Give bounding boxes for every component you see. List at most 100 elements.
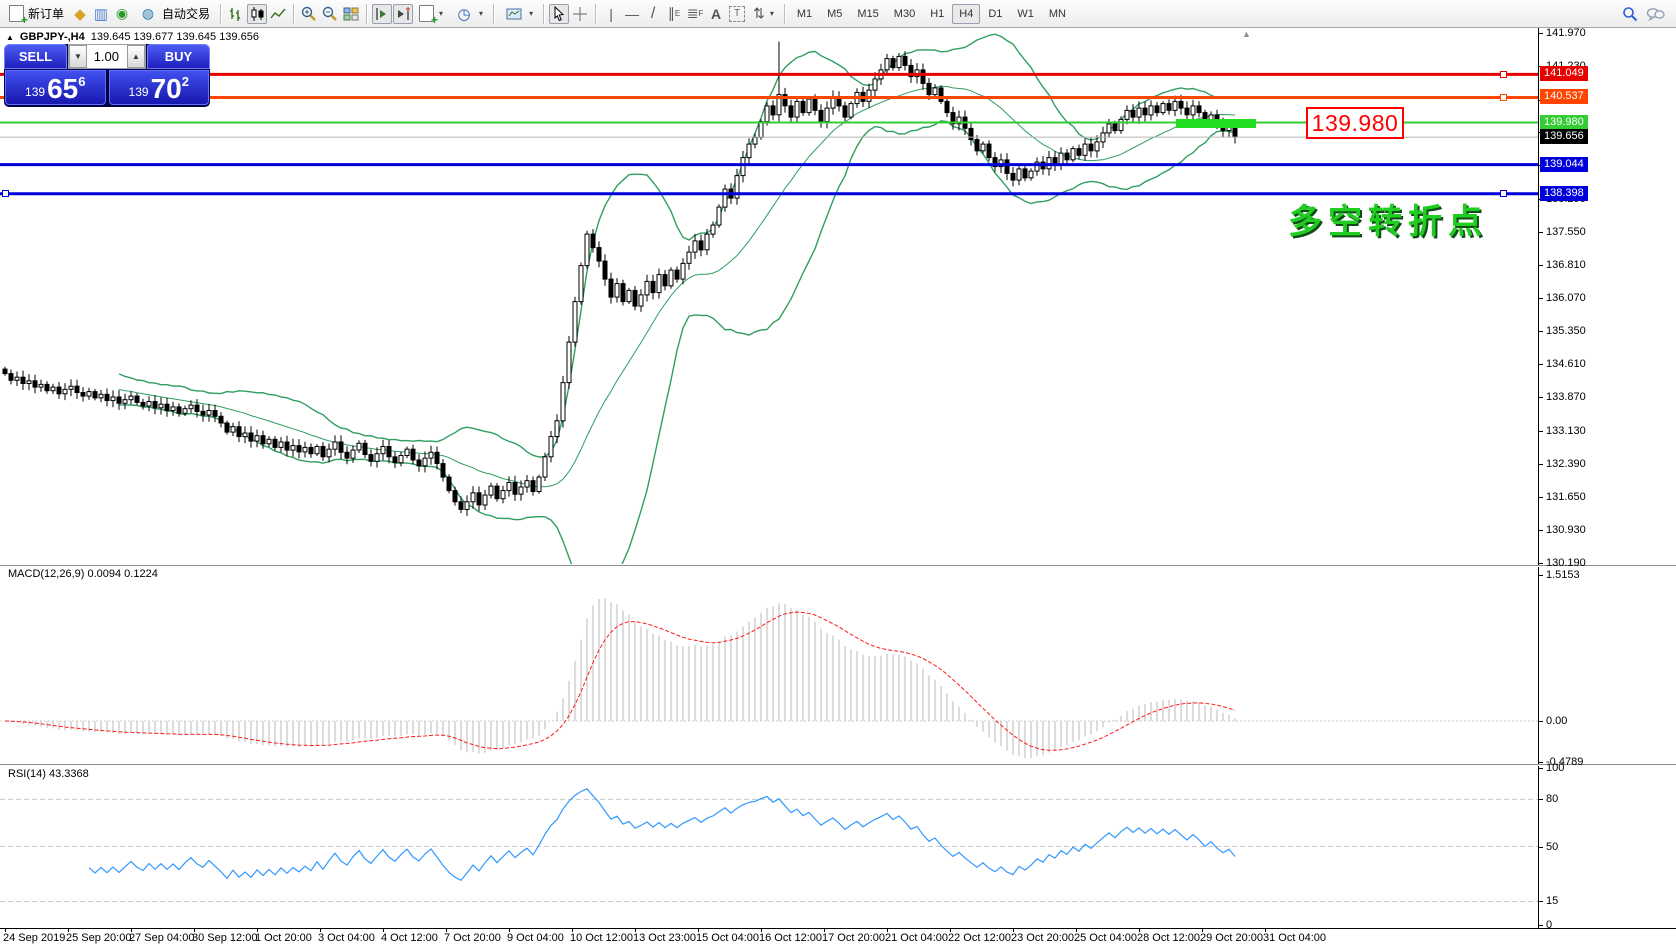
price-tick-mark bbox=[1538, 464, 1543, 465]
time-axis-label: 15 Oct 04:00 bbox=[696, 932, 759, 944]
time-tick-mark bbox=[5, 928, 6, 932]
panel-divider-macd[interactable] bbox=[0, 565, 1676, 567]
line-handle[interactable] bbox=[1500, 71, 1507, 78]
chevron-down-icon: ▾ bbox=[479, 9, 484, 18]
price-level-label[interactable]: 139.980 bbox=[1540, 115, 1588, 130]
price-level-label[interactable]: 140.537 bbox=[1540, 89, 1588, 104]
text-icon[interactable]: A bbox=[711, 5, 722, 22]
timeframe-m30[interactable]: M30 bbox=[893, 7, 916, 20]
highlight-bar[interactable] bbox=[1176, 119, 1256, 128]
zoom-out-icon[interactable] bbox=[320, 4, 340, 24]
search-icon[interactable] bbox=[1620, 4, 1640, 24]
collapse-panel-icon[interactable]: ▲ bbox=[6, 32, 14, 42]
period-button[interactable]: ◷ ▾ bbox=[449, 2, 488, 26]
time-axis-label: 16 Oct 12:00 bbox=[759, 932, 822, 944]
timeframe-h4[interactable]: H4 bbox=[952, 3, 981, 24]
price-tick-label: 133.870 bbox=[1546, 391, 1586, 403]
time-tick-mark bbox=[131, 928, 132, 932]
price-tick-mark bbox=[1538, 364, 1543, 365]
time-tick-mark bbox=[509, 928, 510, 932]
arrows-button[interactable]: ⇅ ▾ bbox=[748, 3, 779, 24]
price-tick-label: 130.190 bbox=[1546, 557, 1586, 569]
time-tick-mark bbox=[383, 928, 384, 932]
auto-trading-label: 自动交易 bbox=[162, 7, 211, 21]
tile-windows-icon[interactable] bbox=[341, 4, 361, 24]
auto-scroll-icon[interactable] bbox=[372, 3, 393, 24]
rsi-pane-label: RSI(14) 43.3368 bbox=[8, 768, 89, 780]
time-axis-label: 7 Oct 20:00 bbox=[444, 932, 501, 944]
bar-chart-icon[interactable] bbox=[226, 4, 246, 24]
time-tick-mark bbox=[1076, 928, 1077, 932]
timeframe-h1[interactable]: H1 bbox=[930, 7, 945, 20]
volume-down-button[interactable]: ▼ bbox=[69, 45, 87, 68]
timeframe-m15[interactable]: M15 bbox=[857, 7, 879, 20]
time-tick-mark bbox=[1139, 928, 1140, 932]
macd-tick-label: 1.5153 bbox=[1546, 569, 1580, 581]
timeframe-d1[interactable]: D1 bbox=[988, 7, 1003, 20]
price-level-label[interactable]: 138.398 bbox=[1540, 186, 1588, 201]
sound-icon[interactable]: ◉ bbox=[115, 5, 129, 21]
chart-shift-marker[interactable]: ▲ bbox=[1242, 29, 1251, 39]
line-handle[interactable] bbox=[1500, 94, 1507, 101]
line-chart-icon[interactable] bbox=[268, 4, 288, 24]
macd-tick-label: 0.00 bbox=[1546, 715, 1568, 727]
template-button[interactable]: ▾ bbox=[499, 2, 538, 26]
toolbar-separator bbox=[783, 3, 785, 24]
timeframe-w1[interactable]: W1 bbox=[1017, 7, 1034, 20]
auto-trading-button[interactable]: ◍ 自动交易 bbox=[133, 2, 215, 26]
macd-tick-mark bbox=[1538, 762, 1543, 763]
buy-price-button[interactable]: 139 70 2 bbox=[108, 70, 209, 105]
sell-button[interactable]: SELL bbox=[4, 44, 67, 69]
time-axis-label: 24 Sep 2019 bbox=[3, 932, 66, 944]
panel-divider-rsi[interactable] bbox=[0, 764, 1676, 766]
fibonacci-icon[interactable]: ≣ F bbox=[686, 5, 704, 21]
chart-window-icon[interactable]: ▥ bbox=[93, 5, 109, 23]
line-handle[interactable] bbox=[1500, 190, 1507, 197]
price-tick-mark bbox=[1538, 331, 1543, 332]
chat-icon[interactable] bbox=[1646, 4, 1666, 24]
toolbar-separator bbox=[595, 3, 597, 24]
cursor-icon[interactable] bbox=[549, 3, 570, 24]
new-order-button[interactable]: + 新订单 bbox=[4, 3, 69, 26]
toolbar-separator bbox=[543, 3, 545, 24]
price-level-label[interactable]: 141.049 bbox=[1540, 66, 1588, 81]
vertical-line-icon[interactable]: | bbox=[609, 5, 613, 22]
volume-up-button[interactable]: ▲ bbox=[127, 45, 145, 68]
crosshair-icon[interactable] bbox=[570, 4, 590, 24]
time-tick-mark bbox=[698, 928, 699, 932]
sell-price-sup: 6 bbox=[78, 74, 86, 89]
arrows-icon: ⇅ bbox=[753, 5, 765, 21]
channel-icon[interactable]: ∥ E bbox=[667, 5, 681, 21]
zoom-in-icon[interactable] bbox=[299, 4, 319, 24]
price-tick-mark bbox=[1538, 397, 1543, 398]
volume-value[interactable]: 1.00 bbox=[87, 45, 127, 68]
line-handle[interactable] bbox=[2, 190, 9, 197]
new-chart-button[interactable]: + ▾ bbox=[414, 3, 448, 26]
rsi-tick-mark bbox=[1538, 847, 1543, 848]
timeframe-m1[interactable]: M1 bbox=[796, 7, 813, 20]
price-tick-label: 137.550 bbox=[1546, 226, 1586, 238]
trendline-icon[interactable]: / bbox=[650, 4, 656, 22]
time-axis-label: 13 Oct 23:00 bbox=[633, 932, 696, 944]
timeframe-m5[interactable]: M5 bbox=[827, 7, 843, 20]
bollinger-band bbox=[118, 120, 1236, 564]
timeframe-mn[interactable]: MN bbox=[1048, 7, 1066, 20]
chart-shift-icon[interactable] bbox=[393, 3, 414, 24]
eraser-icon[interactable]: ◆ bbox=[74, 5, 86, 23]
buy-button[interactable]: BUY bbox=[147, 44, 210, 69]
current-price-label: 139.656 bbox=[1540, 129, 1588, 144]
candlestick-chart-icon[interactable] bbox=[247, 3, 268, 24]
sell-price-button[interactable]: 139 65 6 bbox=[5, 70, 106, 105]
price-callout[interactable]: 139.980 bbox=[1306, 107, 1404, 139]
time-tick-mark bbox=[572, 928, 573, 932]
horizontal-line-icon[interactable]: — bbox=[625, 5, 640, 22]
chinese-annotation[interactable]: 多空转折点 bbox=[1288, 203, 1488, 241]
label-icon[interactable]: T bbox=[727, 4, 747, 24]
time-axis-label: 27 Sep 04:00 bbox=[129, 932, 195, 944]
chevron-down-icon: ▾ bbox=[529, 9, 534, 18]
time-tick-mark bbox=[68, 928, 69, 932]
price-level-label[interactable]: 139.044 bbox=[1540, 157, 1588, 172]
price-tick-mark bbox=[1538, 33, 1543, 34]
symbol-period-label: GBPJPY-,H4 bbox=[19, 31, 85, 43]
